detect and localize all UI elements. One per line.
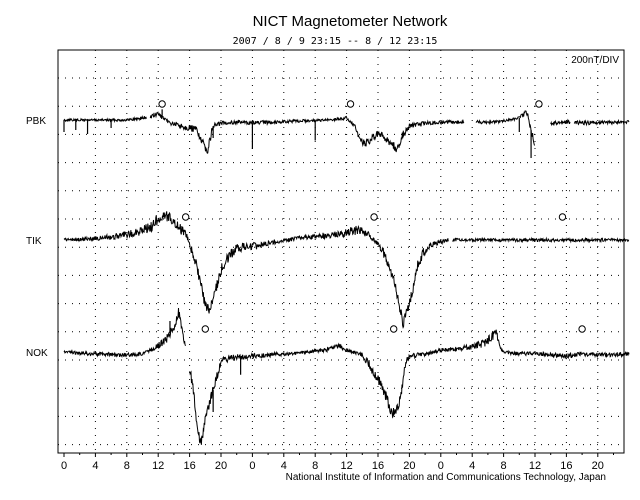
midnight-marker-nok xyxy=(390,325,398,333)
x-tick-label: 16 xyxy=(183,460,195,472)
station-label-pbk: PBK xyxy=(26,116,46,127)
midnight-marker-tik xyxy=(370,213,378,221)
trace-nok xyxy=(189,329,630,445)
x-tick-label: 20 xyxy=(592,460,604,472)
x-tick-label: 8 xyxy=(501,460,507,472)
x-tick-label: 20 xyxy=(403,460,415,472)
traces xyxy=(63,109,630,445)
x-tick-label: 16 xyxy=(560,460,572,472)
x-tick-label: 0 xyxy=(61,460,67,472)
chart-subtitle: 2007 / 8 / 9 23:15 -- 8 / 12 23:15 xyxy=(233,36,438,47)
x-axis-ticks: 0 4 8 12 16 20 0 4 8 12 16 20 0 4 8 12 16 20 xyxy=(61,453,614,472)
x-tick-label: 8 xyxy=(312,460,318,472)
midnight-marker-pbk xyxy=(158,100,166,108)
grid xyxy=(58,50,624,453)
x-tick-label: 4 xyxy=(469,460,475,472)
midnight-marker-pbk xyxy=(346,100,355,108)
trace-pbk xyxy=(550,118,571,127)
trace-pbk xyxy=(149,111,465,154)
x-tick-label: 12 xyxy=(529,460,541,472)
footer-credit: National Institute of Information and Co… xyxy=(286,472,606,483)
station-labels: PBK TIK NOK xyxy=(26,116,48,359)
midnight-marker-pbk xyxy=(535,100,543,108)
x-tick-label: 4 xyxy=(281,460,287,472)
station-label-tik: TIK xyxy=(26,236,42,247)
x-tick-label: 12 xyxy=(340,460,352,472)
x-tick-label: 20 xyxy=(215,460,227,472)
plot-frame xyxy=(57,49,625,454)
scale-label: 200nT/DIV xyxy=(571,55,619,66)
station-label-nok: NOK xyxy=(26,348,48,359)
trace-pbk xyxy=(475,110,535,146)
midnight-marker-nok xyxy=(201,325,210,333)
chart-title: NICT Magnetometer Network xyxy=(253,13,448,30)
midnight-marker-tik xyxy=(558,213,567,221)
trace-pbk xyxy=(63,114,147,124)
x-tick-label: 16 xyxy=(372,460,384,472)
trace-nok xyxy=(63,307,186,359)
midnight-markers xyxy=(158,100,586,333)
trace-tik xyxy=(63,211,449,329)
x-tick-label: 8 xyxy=(124,460,130,472)
x-tick-label: 4 xyxy=(92,460,98,472)
x-tick-label: 0 xyxy=(249,460,255,472)
x-tick-label: 12 xyxy=(152,460,164,472)
trace-pbk xyxy=(573,118,630,127)
trace-tik xyxy=(452,236,630,244)
midnight-marker-nok xyxy=(578,325,586,333)
midnight-marker-tik xyxy=(181,213,190,221)
x-tick-label: 0 xyxy=(438,460,444,472)
